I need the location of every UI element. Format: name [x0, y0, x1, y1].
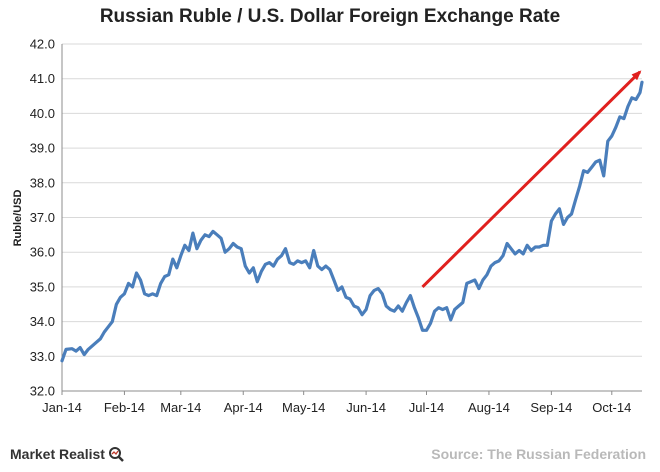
y-tick-label: 34.0 — [30, 314, 55, 329]
logo-text: Market Realist — [10, 446, 105, 462]
y-tick-label: 37.0 — [30, 210, 55, 225]
y-tick-label: 42.0 — [30, 37, 55, 52]
y-tick-label: 32.0 — [30, 384, 55, 399]
y-tick-label: 38.0 — [30, 175, 55, 190]
trend-arrow — [421, 70, 642, 288]
chart-title: Russian Ruble / U.S. Dollar Foreign Exch… — [99, 6, 561, 27]
x-tick-label: Aug-14 — [468, 400, 510, 415]
y-tick-label: 39.0 — [30, 141, 55, 156]
x-tick-label: Sep-14 — [530, 400, 572, 415]
x-tick-label: Jan-14 — [42, 400, 82, 415]
y-tick-label: 35.0 — [30, 279, 55, 294]
y-tick-label: 33.0 — [30, 349, 55, 364]
series-layer — [60, 80, 644, 363]
x-tick-label: Jul-14 — [409, 400, 444, 415]
x-tick-label: Oct-14 — [592, 400, 631, 415]
market-realist-logo: Market Realist — [10, 446, 124, 462]
axes: 32.0 33.0 34.0 35.0 36.0 37.0 38.0 39.0 40.0 41.0… — [30, 37, 642, 415]
x-tick-label: Feb-14 — [104, 400, 145, 415]
y-tick-label: 36.0 — [30, 245, 55, 260]
y-tick-label: 41.0 — [30, 71, 55, 86]
magnifier-icon — [108, 447, 124, 462]
annotation-layer — [421, 70, 642, 288]
x-tick-label: Mar-14 — [160, 400, 201, 415]
x-tick-label: Apr-14 — [224, 400, 263, 415]
series-line — [60, 80, 644, 363]
x-tick-label: Jun-14 — [346, 400, 386, 415]
x-tick-label: May-14 — [282, 400, 325, 415]
source-note: Source: The Russian Federation — [431, 446, 646, 462]
y-axis-title: Ruble/USD — [12, 190, 24, 247]
y-tick-label: 40.0 — [30, 106, 55, 121]
grid-lines — [62, 43, 642, 357]
